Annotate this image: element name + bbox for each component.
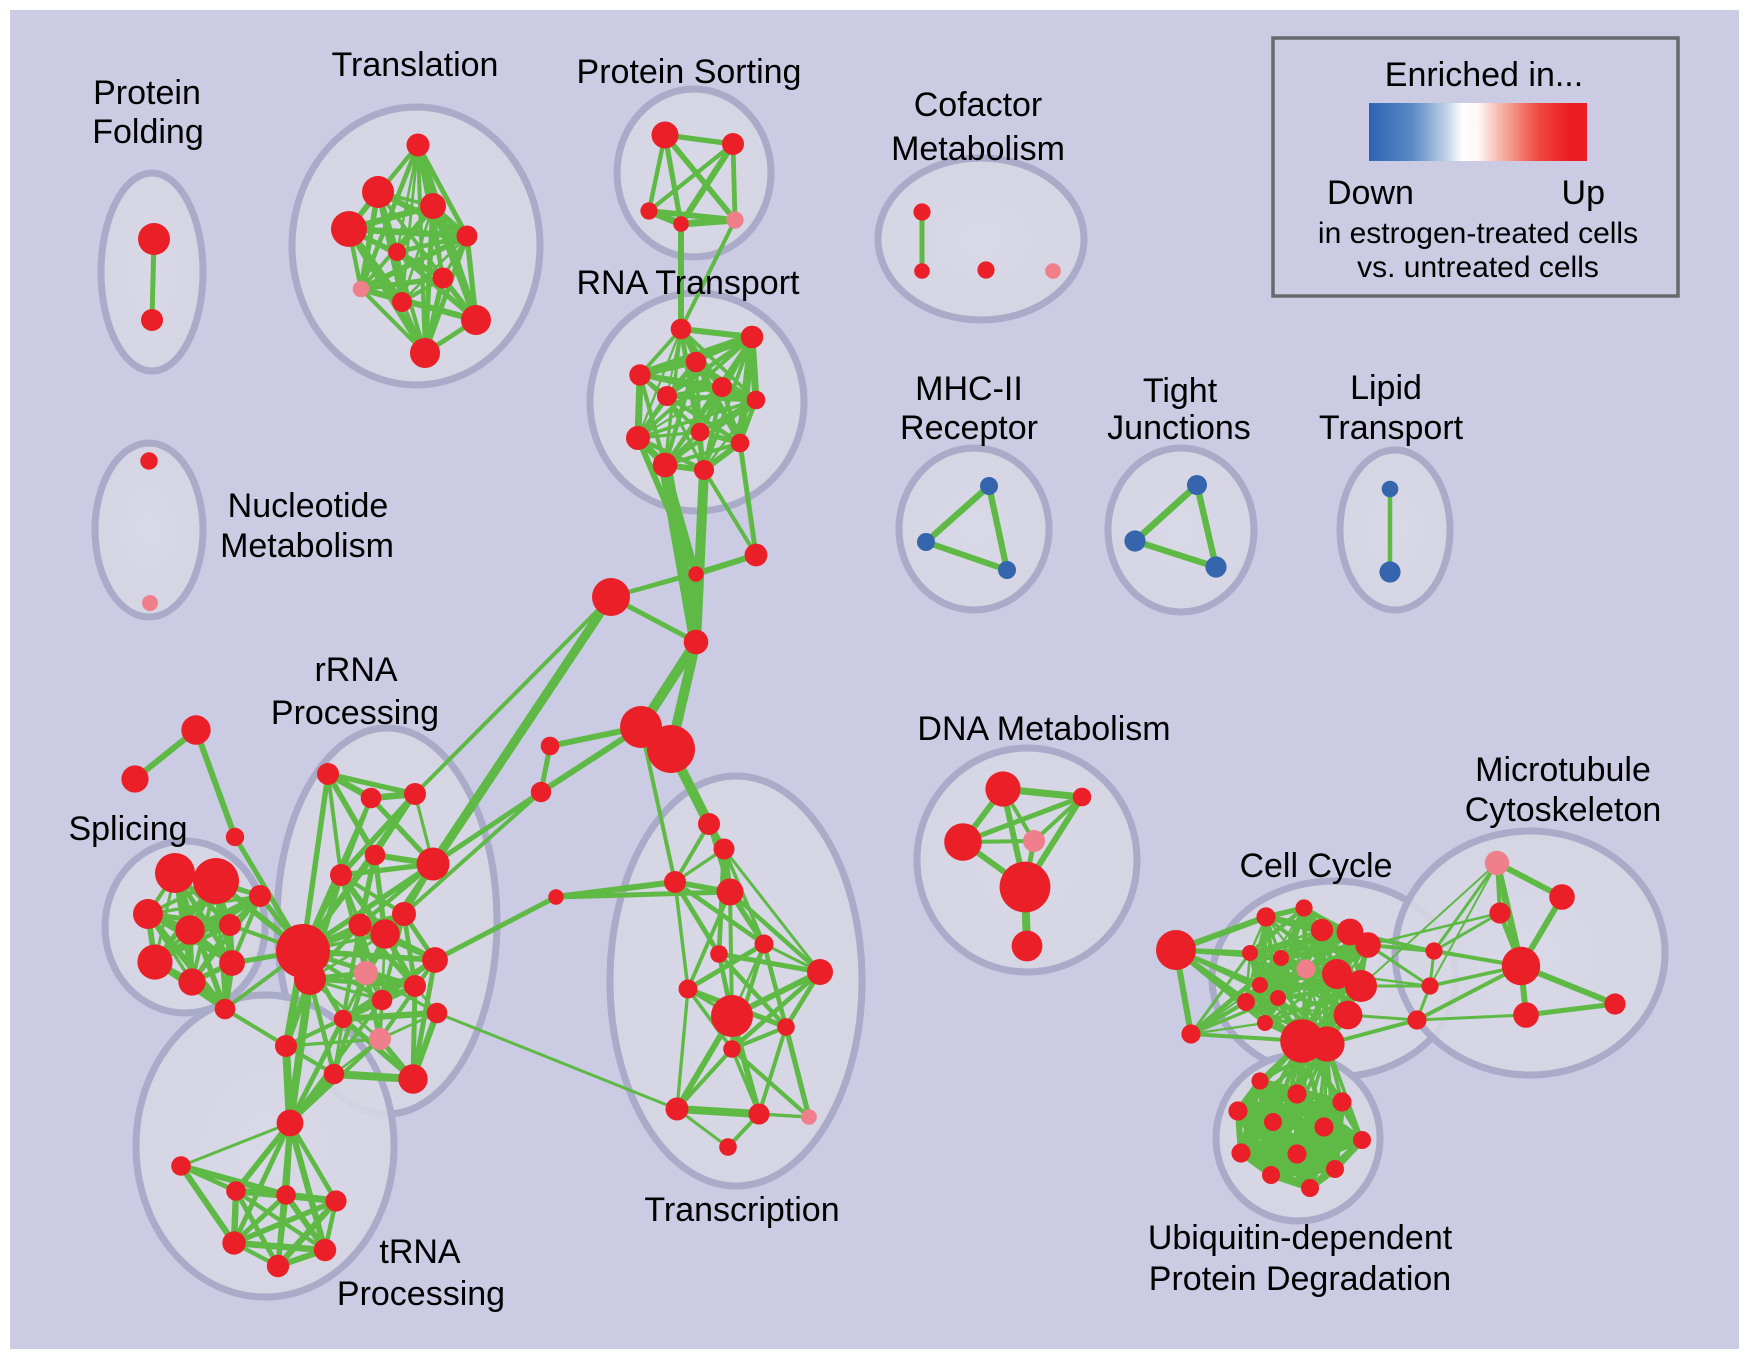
svg-text:Protein Degradation: Protein Degradation	[1149, 1260, 1451, 1298]
svg-text:Lipid: Lipid	[1350, 369, 1422, 407]
svg-text:vs. untreated cells: vs. untreated cells	[1357, 251, 1599, 284]
svg-text:tRNA: tRNA	[379, 1233, 461, 1271]
svg-text:Junctions: Junctions	[1107, 409, 1251, 447]
svg-text:Ubiquitin-dependent: Ubiquitin-dependent	[1148, 1219, 1453, 1257]
svg-text:Microtubule: Microtubule	[1475, 751, 1651, 789]
svg-text:in estrogen-treated cells: in estrogen-treated cells	[1318, 217, 1638, 250]
svg-text:Up: Up	[1562, 174, 1605, 212]
svg-text:Splicing: Splicing	[68, 810, 187, 848]
svg-text:Transport: Transport	[1319, 409, 1464, 447]
svg-text:DNA Metabolism: DNA Metabolism	[917, 710, 1170, 748]
svg-text:Down: Down	[1327, 174, 1414, 212]
svg-text:Processing: Processing	[337, 1275, 505, 1313]
svg-text:Cofactor: Cofactor	[914, 86, 1043, 124]
svg-text:Nucleotide: Nucleotide	[228, 487, 389, 525]
svg-text:Metabolism: Metabolism	[891, 130, 1065, 168]
svg-text:Receptor: Receptor	[900, 409, 1038, 447]
svg-text:Tight: Tight	[1143, 372, 1218, 410]
svg-text:MHC-II: MHC-II	[915, 370, 1023, 408]
svg-text:rRNA: rRNA	[314, 651, 397, 689]
svg-text:Metabolism: Metabolism	[220, 527, 394, 565]
svg-text:Cell Cycle: Cell Cycle	[1239, 847, 1392, 885]
svg-text:Enriched in...: Enriched in...	[1385, 56, 1583, 94]
svg-text:Protein: Protein	[93, 74, 201, 112]
svg-text:RNA Transport: RNA Transport	[577, 264, 801, 302]
svg-text:Cytoskeleton: Cytoskeleton	[1465, 791, 1662, 829]
svg-text:Transcription: Transcription	[644, 1191, 839, 1229]
svg-text:Processing: Processing	[271, 694, 439, 732]
svg-text:Protein Sorting: Protein Sorting	[577, 53, 802, 91]
svg-text:Folding: Folding	[92, 113, 204, 151]
svg-text:Translation: Translation	[332, 46, 499, 84]
